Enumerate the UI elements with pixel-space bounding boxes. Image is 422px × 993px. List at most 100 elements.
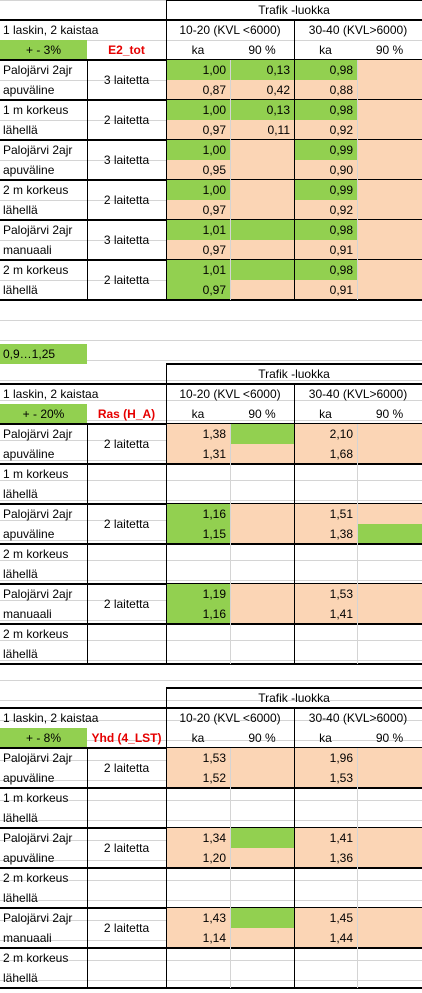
- grid-vline: [230, 948, 231, 988]
- tolerance-label: + - 8%: [0, 728, 87, 748]
- value-cell: [166, 464, 230, 484]
- col-ka-1: ka: [191, 731, 205, 745]
- device-count: [87, 788, 166, 828]
- value-cell: [357, 524, 422, 544]
- value-cell: 1,16: [166, 504, 230, 524]
- value-cell: [357, 888, 422, 908]
- header-top-border: [166, 363, 422, 365]
- value-cell: [230, 948, 294, 968]
- value-cell: 1,45: [294, 908, 357, 928]
- value-cell: [230, 888, 294, 908]
- counter-lanes-label: 1 laskin, 2 kaistaa: [3, 711, 99, 725]
- value-cell: 1,41: [294, 604, 357, 624]
- header-top-border: [166, 687, 422, 689]
- group-vline: [166, 424, 167, 464]
- grid-row-line: [0, 980, 422, 981]
- device-count: 2 laitetta: [103, 193, 150, 207]
- group-vline: [87, 544, 88, 584]
- value-cell: [357, 464, 422, 484]
- group-label-line-2: lähellä: [3, 567, 38, 581]
- class-2-header: 30-40 (KVL>6000): [308, 23, 408, 37]
- value-cell: [294, 968, 357, 988]
- grid-row-line: [0, 360, 422, 361]
- group-vline: [294, 624, 295, 664]
- value-cell: 1,16: [166, 604, 230, 624]
- grid-row-line: [0, 380, 422, 381]
- value-cell: 1,00: [166, 140, 230, 160]
- grid-row-line: [0, 340, 422, 341]
- value-cell: [230, 768, 294, 788]
- group-vline: [294, 180, 295, 220]
- value-cell: [230, 424, 294, 444]
- device-count: 2 laitetta: [103, 517, 150, 531]
- value-cell: [357, 160, 422, 180]
- group-label-line-1: Palojärvi 2ajr: [3, 63, 73, 77]
- group-vline: [166, 180, 167, 220]
- group-label-line-1: 2 m korkeus: [3, 183, 69, 197]
- group-vline: [87, 260, 88, 300]
- value-cell: 1,43: [166, 908, 230, 928]
- grid-vline: [230, 544, 231, 584]
- group-label-line-2: lähellä: [3, 891, 38, 905]
- class-2-header: 30-40 (KVL>6000): [308, 711, 408, 725]
- value-cell: [230, 180, 294, 200]
- class-2-header: 30-40 (KVL>6000): [308, 387, 408, 401]
- value-cell: [230, 584, 294, 604]
- group-label-line-2: apuväline: [3, 527, 55, 541]
- group-vline: [294, 100, 295, 140]
- value-cell: [230, 280, 294, 300]
- group-vline: [294, 544, 295, 584]
- value-cell: 1,38: [294, 524, 357, 544]
- tolerance-label: + - 3%: [0, 40, 87, 60]
- group-vline: [166, 100, 167, 140]
- grid-row-line: [0, 820, 422, 821]
- value-cell: 1,00: [166, 60, 230, 80]
- group-bottom-border: [0, 663, 422, 665]
- group-label-line-2: lähellä: [3, 203, 38, 217]
- value-cell: 0,88: [294, 80, 357, 100]
- group-bottom-border: [0, 867, 422, 869]
- value-cell: 0,99: [294, 180, 357, 200]
- group-vline: [166, 220, 167, 260]
- group-vline: [294, 788, 295, 828]
- value-cell: 1,31: [166, 444, 230, 464]
- value-cell: [230, 240, 294, 260]
- value-cell: [166, 624, 230, 644]
- group-label-line-2: lähellä: [3, 487, 38, 501]
- value-cell: 0,97: [166, 200, 230, 220]
- group-label-line-2: manuaali: [3, 931, 52, 945]
- group-vline: [166, 868, 167, 908]
- group-vline: [166, 788, 167, 828]
- header-top-border: [166, 0, 422, 1]
- grid-row-line: [0, 400, 422, 401]
- value-cell: 0,42: [230, 80, 294, 100]
- grid-vline: [230, 908, 231, 948]
- value-cell: [357, 848, 422, 868]
- col-p90-2: 90 %: [375, 43, 404, 57]
- value-cell: [357, 140, 422, 160]
- group-vline: [87, 948, 88, 988]
- counter-lanes-label: 1 laskin, 2 kaistaa: [3, 387, 99, 401]
- value-cell: [166, 564, 230, 584]
- grid-row-line: [0, 660, 422, 661]
- group-bottom-border: [0, 787, 422, 789]
- value-cell: 0,11: [230, 120, 294, 140]
- value-cell: [230, 644, 294, 664]
- value-cell: 1,14: [166, 928, 230, 948]
- value-cell: [166, 544, 230, 564]
- grid-row-line: [0, 560, 422, 561]
- value-cell: 0,98: [294, 260, 357, 280]
- header-vline: [294, 384, 295, 424]
- grid-vline: [357, 584, 358, 624]
- col-p90-2: 90 %: [375, 731, 404, 745]
- value-cell: [230, 868, 294, 888]
- device-count: 3 laitetta: [103, 233, 150, 247]
- value-cell: 0,97: [166, 120, 230, 140]
- value-cell: [294, 564, 357, 584]
- value-cell: [357, 280, 422, 300]
- col-p90-2: 90 %: [375, 407, 404, 421]
- grid-row-line: [0, 880, 422, 881]
- value-cell: 0,87: [166, 80, 230, 100]
- col-ka-2: ka: [319, 731, 332, 745]
- value-cell: [357, 828, 422, 848]
